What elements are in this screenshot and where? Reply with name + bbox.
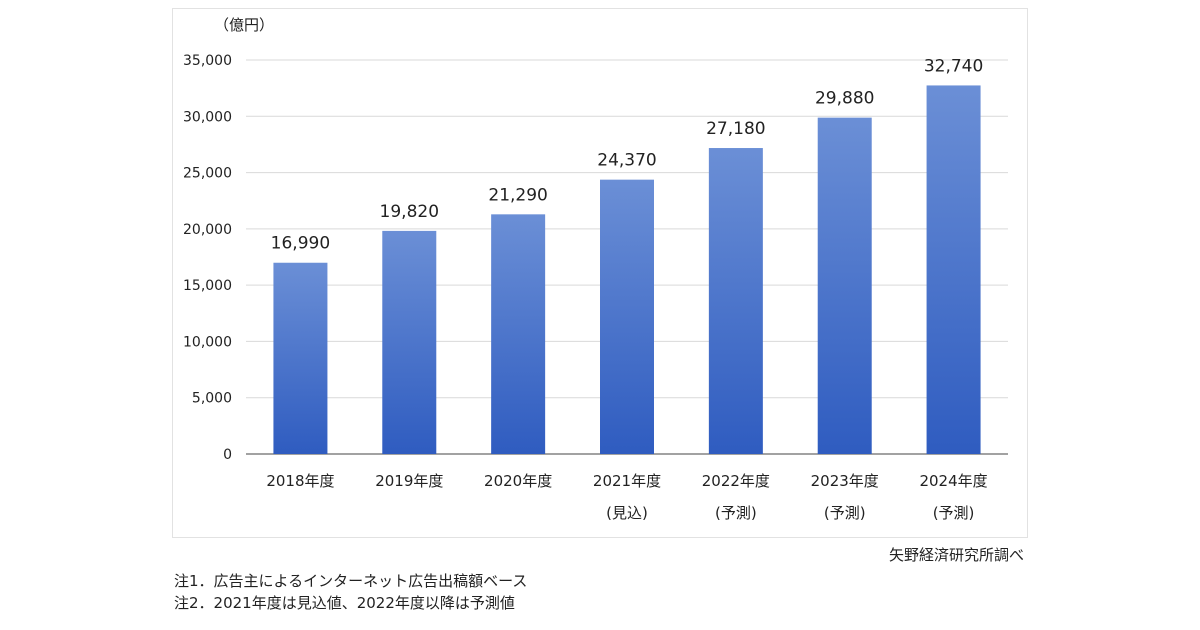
y-tick-label: 35,000	[183, 53, 232, 69]
footnote-2: 注2．2021年度は見込値、2022年度以降は予測値	[174, 594, 515, 612]
y-tick-label: 15,000	[183, 278, 232, 294]
x-tick-label: 2019年度	[375, 472, 443, 490]
y-tick-label: 20,000	[183, 222, 232, 238]
x-tick-label: 2020年度	[484, 472, 552, 490]
bars	[273, 85, 981, 455]
x-tick-label: (予測)	[824, 504, 866, 522]
bar	[273, 262, 328, 454]
bar	[491, 214, 546, 454]
x-tick-label: 2021年度	[593, 472, 661, 490]
y-tick-label: 10,000	[183, 334, 232, 350]
y-axis-unit-label: （億円）	[214, 16, 275, 34]
data-label: 24,370	[597, 151, 656, 171]
chart-frame	[172, 8, 1028, 538]
data-label: 32,740	[924, 56, 983, 76]
data-label: 21,290	[488, 185, 547, 205]
bar	[600, 179, 654, 454]
y-tick-label: 0	[223, 447, 232, 463]
bar	[708, 148, 763, 454]
y-tick-label: 5,000	[192, 391, 232, 407]
x-tick-label: (予測)	[715, 504, 757, 522]
y-axis-ticks: 0 5,000 10,000 15,000 20,000 25,000 30,000 35,0…	[183, 53, 232, 463]
data-label: 16,990	[271, 234, 330, 254]
data-label: 29,880	[815, 89, 874, 109]
x-tick-label: 2024年度	[919, 472, 987, 490]
footnote-1: 注1．広告主によるインターネット広告出稿額ベース	[174, 572, 528, 590]
bar-chart: 0 5,000 10,000 15,000 20,000 25,000 30,000 35,0…	[183, 53, 1008, 522]
x-axis-labels: 2018年度 2019年度 2020年度 2021年度 (見込) 2022年度 (予測) 20…	[266, 472, 987, 522]
source-credit: 矢野経済研究所調べ	[888, 546, 1024, 564]
bar	[817, 117, 872, 455]
y-tick-label: 25,000	[183, 166, 232, 182]
y-tick-label: 30,000	[183, 109, 232, 125]
bar	[926, 85, 981, 455]
x-tick-label: (見込)	[606, 504, 648, 522]
x-tick-label: 2018年度	[266, 472, 334, 490]
bar	[382, 230, 437, 454]
value-labels: 16,990 19,820 21,290 24,370 27,180 29,880 32,7…	[271, 56, 984, 253]
data-label: 27,180	[706, 119, 765, 139]
x-tick-label: 2022年度	[702, 472, 770, 490]
x-tick-label: 2023年度	[811, 472, 879, 490]
data-label: 19,820	[380, 202, 439, 222]
x-tick-label: (予測)	[933, 504, 975, 522]
